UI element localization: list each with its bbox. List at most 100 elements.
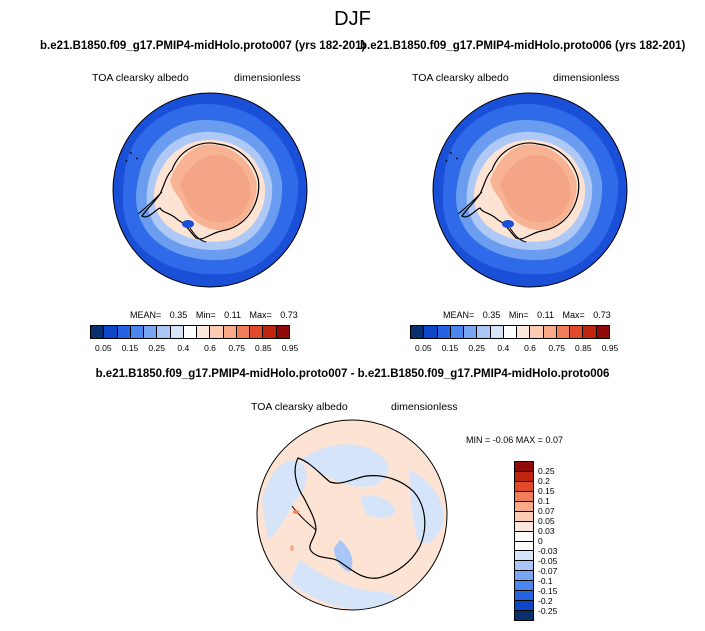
colorbar-swatch (117, 326, 131, 338)
panel-2-colorbar: 0.05 0.15 0.25 0.4 0.6 0.75 0.85 0.95 (410, 325, 618, 359)
panel-1-min-value: 0.11 (224, 310, 241, 320)
colorbar-swatch (515, 541, 533, 552)
colorbar-swatch (515, 571, 533, 582)
colorbar-tick-label: 0.4 (497, 343, 510, 353)
panel-2-stats: MEAN= 0.35 Min= 0.11 Max= 0.73 (443, 310, 611, 320)
colorbar-swatch (411, 326, 425, 338)
colorbar-swatch (144, 326, 158, 338)
colorbar-swatch (515, 611, 533, 620)
colorbar-tick-label: 0.05 (538, 516, 555, 526)
colorbar-tick-label: 0.75 (548, 343, 565, 353)
colorbar-tick-label: 0.4 (177, 343, 190, 353)
colorbar-swatch (490, 326, 504, 338)
colorbar-swatch (437, 326, 451, 338)
colorbar-swatch (276, 326, 289, 338)
colorbar-swatch (183, 326, 198, 338)
colorbar-swatch (515, 462, 533, 472)
panel-2-mean-value: 0.35 (482, 310, 501, 320)
panel-2-max-value: 0.73 (593, 310, 611, 320)
colorbar-swatch (515, 581, 533, 592)
colorbar-swatch (515, 551, 533, 562)
colorbar-swatch (197, 326, 211, 338)
panel-1-case-title: b.e21.B1850.f09_g17.PMIP4-midHolo.proto0… (40, 40, 366, 52)
colorbar-swatch (130, 326, 145, 338)
colorbar-swatch (515, 501, 533, 512)
panel-2-units-label: dimensionless (553, 72, 620, 84)
panel-1-colorbar-swatches (90, 325, 290, 339)
colorbar-tick-label: -0.15 (538, 586, 558, 596)
colorbar-tick-label: -0.2 (538, 596, 553, 606)
colorbar-tick-label: 0.95 (281, 343, 299, 353)
colorbar-swatch (157, 326, 171, 338)
colorbar-tick-label: 0.15 (121, 343, 139, 353)
panel-1-mean-label: MEAN= (130, 310, 162, 320)
colorbar-swatch (556, 326, 571, 338)
colorbar-swatch (515, 491, 533, 502)
colorbar-swatch (450, 326, 465, 338)
colorbar-swatch (515, 511, 533, 522)
colorbar-tick-label: -0.1 (538, 576, 553, 586)
colorbar-swatch (515, 521, 533, 532)
panel-2-map-border (432, 92, 628, 288)
panel-1-max-value: 0.73 (280, 310, 298, 320)
panel-2-variable-label: TOA clearsky albedo (412, 72, 509, 84)
colorbar-swatch (515, 531, 533, 542)
colorbar-swatch (170, 326, 184, 338)
colorbar-tick-label: -0.05 (538, 556, 558, 566)
colorbar-tick-label: 0.15 (538, 486, 555, 496)
difference-map-border (256, 419, 448, 611)
difference-map (257, 420, 447, 610)
colorbar-swatch (477, 326, 491, 338)
panel-1-units-label: dimensionless (234, 72, 301, 84)
colorbar-swatch (515, 481, 533, 492)
colorbar-swatch (517, 326, 531, 338)
panel-1-stats: MEAN= 0.35 Min= 0.11 Max= 0.73 (130, 310, 298, 320)
difference-units-label: dimensionless (391, 401, 458, 413)
colorbar-swatch (223, 326, 237, 338)
colorbar-tick-label: 0.25 (468, 343, 485, 353)
panel-1-min-label: Min= (195, 310, 216, 320)
colorbar-swatch (596, 326, 609, 338)
colorbar-tick-label: 0.25 (538, 466, 555, 476)
colorbar-tick-label: 0.03 (538, 526, 555, 536)
colorbar-tick-label: 0.6 (524, 343, 536, 353)
colorbar-swatch (515, 561, 533, 572)
colorbar-tick-label: 0.75 (228, 343, 245, 353)
colorbar-tick-label: 0.95 (601, 343, 619, 353)
season-title: DJF (334, 8, 371, 30)
colorbar-swatch (464, 326, 478, 338)
panel-2-min-value: 0.11 (537, 310, 554, 320)
colorbar-tick-label: 0.2 (538, 476, 550, 486)
panel-2-min-label: Min= (508, 310, 529, 320)
colorbar-swatch (91, 326, 105, 338)
panel-2-max-label: Max= (562, 310, 585, 320)
panel-2-case-title: b.e21.B1850.f09_g17.PMIP4-midHolo.proto0… (360, 40, 686, 52)
colorbar-swatch (236, 326, 251, 338)
colorbar-tick-label: 0.1 (538, 496, 550, 506)
colorbar-swatch (250, 326, 264, 338)
difference-colorbar-labels: 0.25 0.2 0.15 0.1 0.07 0.05 0.03 0 -0.03 -0.05 -0.… (514, 461, 574, 621)
colorbar-swatch (515, 601, 533, 612)
colorbar-tick-label: 0.6 (204, 343, 216, 353)
colorbar-tick-label: 0.05 (95, 343, 112, 353)
colorbar-tick-label: 0.07 (538, 506, 555, 516)
colorbar-tick-label: -0.25 (538, 606, 558, 616)
panel-2-mean-label: MEAN= (443, 310, 475, 320)
colorbar-tick-label: -0.03 (538, 546, 558, 556)
panel-2-map (433, 93, 627, 287)
colorbar-swatch (543, 326, 557, 338)
colorbar-swatch (583, 326, 597, 338)
colorbar-swatch (503, 326, 518, 338)
colorbar-swatch (424, 326, 438, 338)
difference-colorbar-swatches (514, 461, 534, 621)
colorbar-tick-label: 0.15 (441, 343, 459, 353)
panel-1-map-border (112, 92, 308, 288)
colorbar-tick-label: 0.05 (415, 343, 432, 353)
colorbar-swatch (530, 326, 544, 338)
panel-1-mean-value: 0.35 (169, 310, 188, 320)
colorbar-swatch (570, 326, 584, 338)
panel-2-colorbar-swatches (410, 325, 610, 339)
colorbar-tick-label: 0.85 (255, 343, 272, 353)
colorbar-tick-label: -0.07 (538, 566, 558, 576)
